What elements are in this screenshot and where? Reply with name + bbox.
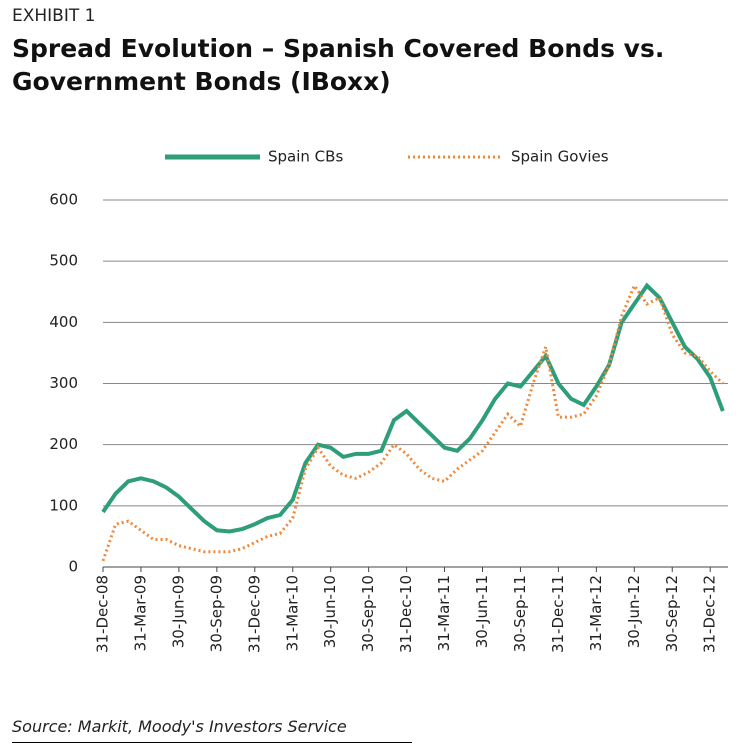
- chart-title: Spread Evolution – Spanish Covered Bonds…: [12, 34, 665, 96]
- legend-label: Spain Govies: [511, 148, 609, 166]
- x-tick-label: 30-Sep-10: [359, 575, 377, 652]
- rule: [12, 742, 412, 743]
- x-tick-label: 31-Dec-12: [701, 575, 719, 653]
- y-tick-label: 100: [49, 496, 78, 514]
- x-tick-label: 31-Dec-09: [245, 575, 263, 653]
- x-tick-label: 30-Sep-12: [663, 575, 681, 652]
- x-tick-label: 30-Sep-11: [511, 575, 529, 652]
- x-tick-label: 31-Mar-09: [131, 575, 149, 651]
- chart: 0 100 200 300 400 500 600 31-Dec-08 31-Mar-09 30-…: [49, 148, 728, 653]
- x-tick-label: 31-Mar-10: [283, 575, 301, 651]
- y-tick-label: 600: [49, 191, 78, 209]
- exhibit-label: EXHIBIT 1: [12, 6, 96, 26]
- x-tick-label: 30-Jun-10: [321, 575, 339, 648]
- legend-label: Spain CBs: [268, 148, 343, 166]
- x-tick-label: 31-Mar-11: [435, 575, 453, 651]
- x-tick-label: 30-Jun-11: [473, 575, 491, 648]
- y-tick-label: 300: [49, 374, 78, 392]
- series-line: [101, 282, 724, 562]
- y-tick-label: 400: [49, 313, 78, 331]
- source-note: Source: Markit, Moody's Investors Servic…: [12, 717, 347, 736]
- x-tick-label: 31-Dec-11: [549, 575, 567, 653]
- x-tick-label: 30-Jun-12: [625, 575, 643, 648]
- x-tick-label: 30-Jun-09: [169, 575, 187, 648]
- y-tick-label: 0: [68, 558, 78, 576]
- x-tick-label: 31-Mar-12: [587, 575, 605, 651]
- y-tick-label: 200: [49, 435, 78, 453]
- x-tick-label: 31-Dec-10: [397, 575, 415, 653]
- y-tick-label: 500: [49, 252, 78, 270]
- x-tick-label: 30-Sep-09: [207, 575, 225, 652]
- x-tick-label: 31-Dec-08: [94, 575, 112, 653]
